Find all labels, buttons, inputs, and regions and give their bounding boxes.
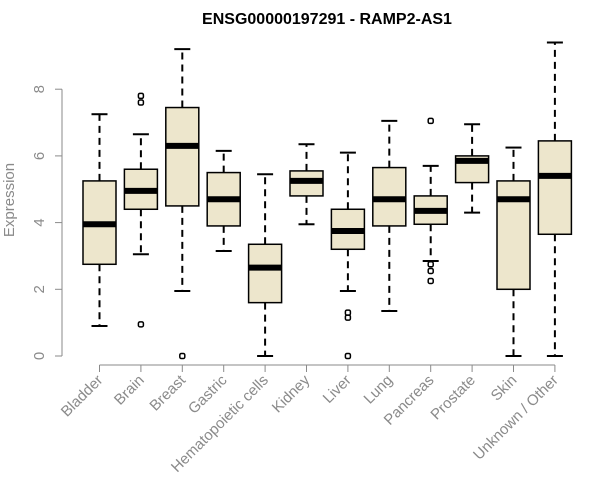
outlier-point xyxy=(344,309,352,316)
box-group xyxy=(123,92,159,328)
boxes xyxy=(82,41,573,360)
axes: 0 2 4 6 8 xyxy=(31,85,556,372)
box-group xyxy=(496,146,531,357)
box-group xyxy=(454,123,490,214)
box-group xyxy=(82,113,117,327)
box-group xyxy=(206,149,241,252)
box-iqr xyxy=(165,106,200,207)
box-iqr xyxy=(537,140,573,236)
outlier-point xyxy=(344,352,352,360)
x-tick-label: Kidney xyxy=(269,371,314,416)
x-tick-label: Brain xyxy=(111,372,148,409)
outlier-point xyxy=(427,261,434,268)
y-tick-label: 2 xyxy=(31,285,48,293)
box-group xyxy=(165,48,200,360)
x-tick-label: Lung xyxy=(361,372,397,408)
y-tick-label: 4 xyxy=(31,218,48,226)
box-group xyxy=(289,143,324,226)
y-axis-label: Expression xyxy=(1,163,18,237)
y-tick-label: 0 xyxy=(31,352,48,360)
outlier-point xyxy=(427,277,434,285)
outlier-point xyxy=(427,267,434,275)
box-group xyxy=(537,41,573,357)
outlier-point xyxy=(137,99,145,106)
x-tick-label: Liver xyxy=(320,372,355,407)
box-iqr xyxy=(247,243,283,304)
box-group xyxy=(330,151,366,360)
outlier-point xyxy=(137,92,145,100)
x-tick-label: Prostate xyxy=(427,372,479,424)
box-group xyxy=(247,173,283,357)
y-tick-label: 6 xyxy=(31,152,48,160)
x-tick-label: Bladder xyxy=(58,372,107,421)
x-tick-label: Breast xyxy=(146,371,189,414)
outlier-point xyxy=(179,352,186,360)
chart-title: ENSG00000197291 - RAMP2-AS1 xyxy=(202,11,452,28)
box-group xyxy=(372,119,407,312)
x-tick-label: Skin xyxy=(488,372,521,405)
outlier-point xyxy=(427,117,434,125)
outlier-point xyxy=(344,314,352,321)
box-group xyxy=(413,117,448,285)
outlier-point xyxy=(137,321,145,328)
y-tick-label: 8 xyxy=(31,85,48,93)
